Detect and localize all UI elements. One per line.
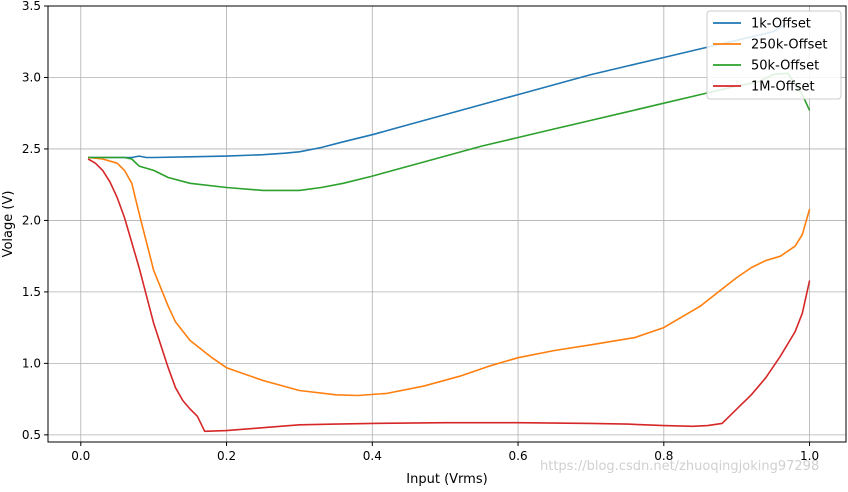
y-axis-label: Volage (V) <box>1 191 16 258</box>
y-tick-label: 3.0 <box>22 70 41 84</box>
y-tick-label: 2.0 <box>22 213 41 227</box>
x-tick-label: 0.6 <box>509 449 528 463</box>
x-tick-label: 1.0 <box>800 449 819 463</box>
y-tick-label: 0.5 <box>22 428 41 442</box>
x-axis-label: Input (Vrms) <box>406 472 487 487</box>
series-line-1m-offset <box>87 158 811 433</box>
series-line-1k-offset <box>88 22 789 159</box>
x-tick-label: 0.4 <box>363 449 382 463</box>
series-line-250k-offset <box>88 156 811 397</box>
y-tick-label: 1.0 <box>22 356 41 370</box>
legend-box <box>706 10 842 100</box>
legend-label-1m-offset: 1M-Offset <box>751 80 815 95</box>
legend-label-250k-offset: 250k-Offset <box>751 38 827 53</box>
y-tick-label: 2.5 <box>22 142 41 156</box>
x-axis: 0.0 0.2 0.4 0.6 0.8 1.0 <box>71 442 819 463</box>
legend-label-1k-offset: 1k-Offset <box>751 17 811 32</box>
y-tick-label: 3.5 <box>22 0 41 13</box>
grid <box>48 5 846 442</box>
y-tick-label: 1.5 <box>22 285 41 299</box>
legend-label-50k-offset: 50k-Offset <box>751 59 819 74</box>
x-tick-label: 0.8 <box>654 449 673 463</box>
x-tick-label: 0.2 <box>217 449 236 463</box>
plot-frame <box>47 5 847 443</box>
watermark: https://blog.csdn.net/zhuoqingjoking9729… <box>540 459 820 474</box>
y-axis: 0.5 1.0 1.5 2.0 2.5 3.0 3.5 <box>22 0 48 442</box>
x-tick-label: 0.0 <box>71 449 90 463</box>
legend: 1k-Offset 250k-Offset 50k-Offset 1M-Offset <box>706 10 842 100</box>
